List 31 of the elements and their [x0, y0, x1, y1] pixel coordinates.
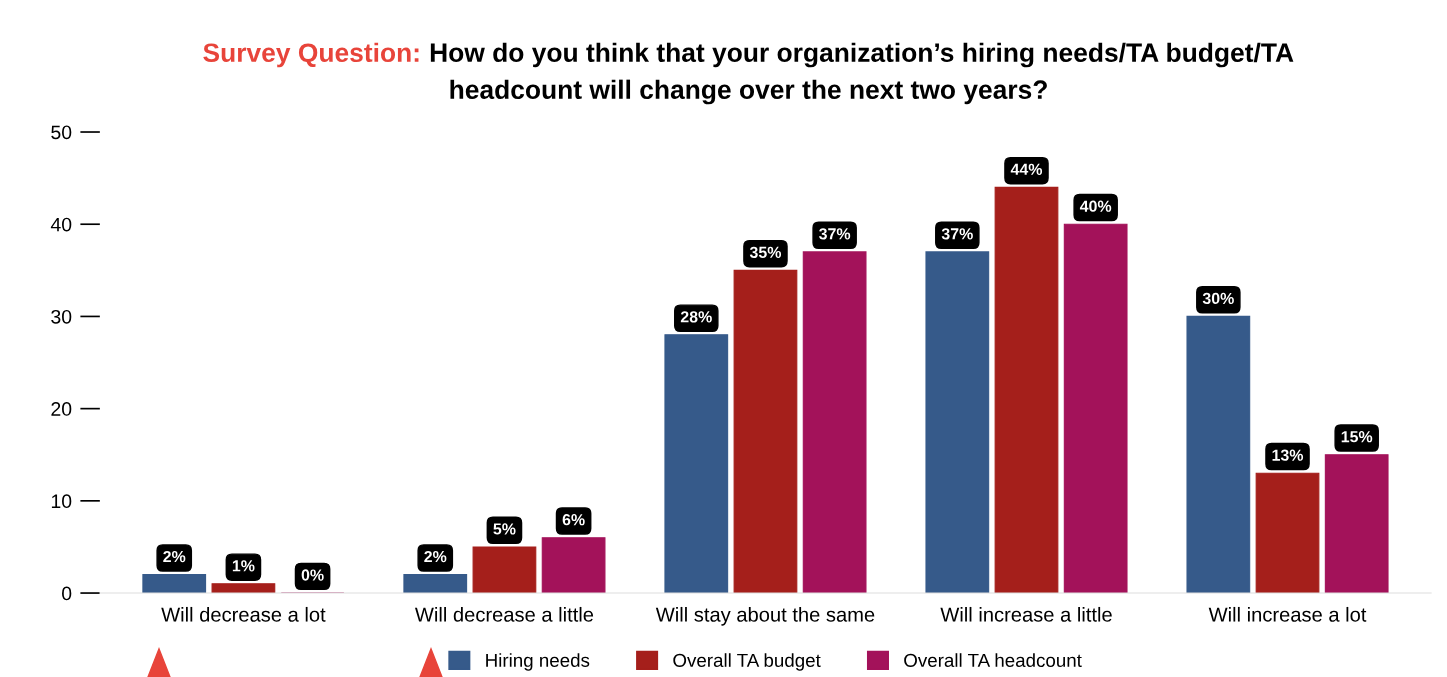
x-tick-label: Will decrease a little — [414, 606, 594, 622]
data-label: 37% — [941, 228, 973, 240]
x-tick-label: Will increase a lot — [1208, 606, 1367, 622]
data-label: 37% — [819, 228, 851, 240]
data-label: 15% — [1341, 431, 1373, 443]
x-tick-label: Will increase a little — [940, 606, 1112, 622]
data-label: 13% — [1272, 449, 1304, 461]
data-label: 2% — [163, 550, 186, 563]
data-label: 1% — [232, 560, 255, 572]
y-tick-label: 40 — [50, 217, 72, 232]
data-label: 5% — [493, 523, 516, 535]
legend-label: Overall TA headcount — [904, 653, 1082, 667]
data-label: 2% — [424, 550, 447, 563]
legend-label: Hiring needs — [486, 653, 590, 671]
data-label: 0% — [301, 569, 324, 581]
x-tick-label: Will decrease a lot — [161, 606, 326, 622]
data-label: 30% — [1202, 292, 1234, 305]
x-tick-label: Will stay about the same — [655, 606, 875, 626]
legend-label: Overall TA budget — [673, 653, 821, 671]
data-label: 35% — [749, 246, 782, 258]
data-label: 6% — [562, 514, 585, 526]
chart-subtitle: How do you think that your organization’s hiring needs/TA budget/TA headcount will change over the next two years? — [430, 42, 1294, 105]
y-tick-label: 30 — [51, 309, 72, 324]
chart-title: Survey Question: — [203, 42, 419, 68]
data-label: 28% — [680, 311, 712, 323]
data-label: 40% — [1079, 200, 1112, 212]
y-tick-label: 50 — [51, 125, 72, 140]
y-tick-label: 0 — [62, 586, 72, 601]
y-tick-label: 20 — [51, 402, 72, 416]
data-label: 44% — [1010, 163, 1043, 175]
y-tick-label: 10 — [51, 494, 72, 509]
